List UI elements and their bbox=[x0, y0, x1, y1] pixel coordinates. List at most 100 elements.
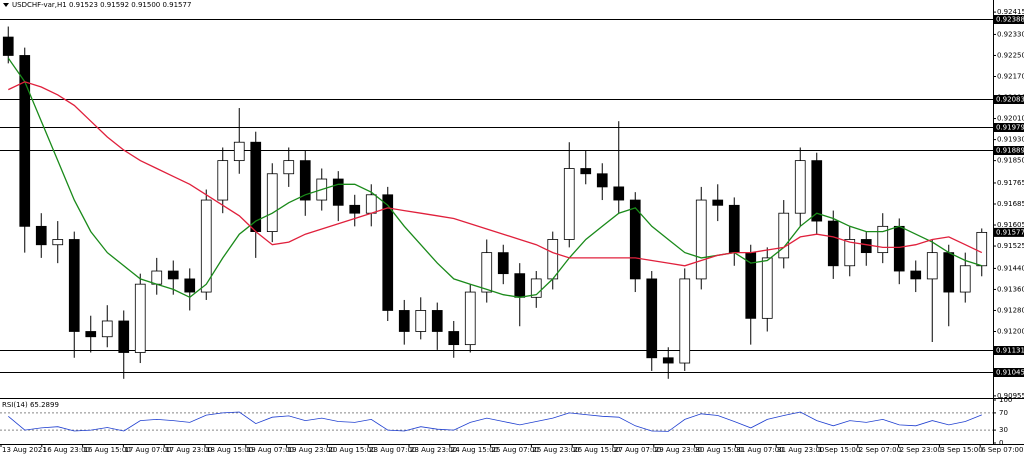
candle-body bbox=[167, 270, 179, 280]
candle-body bbox=[910, 270, 922, 280]
y-tick-label: 0.92170 bbox=[997, 72, 1024, 80]
x-tick-label: 2 Sep 07:00 bbox=[859, 446, 901, 454]
candle-body bbox=[233, 141, 245, 162]
candle-body bbox=[35, 225, 47, 246]
candle-body bbox=[448, 331, 460, 346]
candle-body bbox=[959, 265, 971, 293]
candle-body bbox=[827, 220, 839, 267]
y-tick-label: 0.92415 bbox=[997, 8, 1024, 16]
level-label: 0.91045 bbox=[996, 369, 1024, 377]
level-box bbox=[994, 146, 1024, 155]
candle-body bbox=[629, 199, 641, 280]
y-tick-label: 0.91605 bbox=[997, 221, 1024, 229]
candle-body bbox=[646, 278, 658, 359]
menu-arrow[interactable] bbox=[3, 3, 9, 7]
candle-body bbox=[101, 320, 113, 338]
candle-body bbox=[464, 291, 476, 346]
x-tick-label: 17 Aug 23:00 bbox=[165, 446, 212, 454]
y-tick-label: 0.91930 bbox=[997, 136, 1024, 144]
candle-body bbox=[580, 168, 592, 175]
candle-body bbox=[547, 239, 559, 280]
level-box bbox=[994, 346, 1024, 355]
candle-body bbox=[514, 273, 526, 298]
candle-body bbox=[85, 331, 97, 338]
candle-body bbox=[728, 204, 740, 254]
moving-average bbox=[7, 57, 982, 299]
y-tick-label: 0.91685 bbox=[997, 200, 1024, 208]
rsi-tick-label: 0 bbox=[999, 439, 1003, 447]
level-label: 0.91131 bbox=[996, 347, 1024, 355]
candle-body bbox=[431, 310, 443, 332]
x-tick-label: 29 Aug 23:00 bbox=[655, 446, 702, 454]
candle-body bbox=[662, 357, 674, 364]
level-box bbox=[994, 15, 1024, 24]
candle-body bbox=[860, 239, 872, 254]
y-tick-label: 0.91360 bbox=[997, 285, 1024, 293]
candle-body bbox=[844, 239, 856, 267]
level-box bbox=[994, 123, 1024, 132]
candle-body bbox=[530, 278, 542, 298]
candle-body bbox=[365, 194, 377, 214]
y-tick-label: 0.92330 bbox=[997, 30, 1024, 38]
x-tick-label: 19 Aug 23:00 bbox=[288, 446, 335, 454]
rsi-tick-label: 100 bbox=[999, 396, 1012, 404]
x-tick-label: 27 Aug 07:00 bbox=[614, 446, 661, 454]
candle-body bbox=[811, 160, 823, 222]
y-tick-label: 0.91200 bbox=[997, 327, 1024, 335]
rsi-line bbox=[8, 411, 982, 432]
x-tick-label: 23 Aug 23:00 bbox=[410, 446, 457, 454]
chart-title: USDCHF-var,H1 0.91523 0.91592 0.91500 0.… bbox=[12, 1, 191, 9]
x-tick-label: 17 Aug 07:00 bbox=[124, 446, 171, 454]
candle-body bbox=[52, 239, 64, 246]
candle-body bbox=[151, 270, 163, 285]
candle-body bbox=[415, 310, 427, 332]
candle-body bbox=[266, 173, 278, 232]
moving-average bbox=[8, 81, 983, 267]
candle-body bbox=[19, 55, 31, 227]
level-label: 0.92388 bbox=[996, 16, 1024, 24]
y-tick-label: 0.91765 bbox=[997, 179, 1024, 187]
candle-body bbox=[382, 194, 394, 311]
x-tick-label: 2 Sep 23:00 bbox=[900, 446, 942, 454]
y-tick-label: 0.91440 bbox=[997, 264, 1024, 272]
candle-body bbox=[118, 320, 130, 353]
price-box bbox=[994, 227, 1024, 237]
y-tick-label: 0.91525 bbox=[997, 242, 1024, 250]
candle-body bbox=[877, 225, 889, 254]
x-tick-label: 1 Sep 15:00 bbox=[818, 446, 860, 454]
candle-body bbox=[695, 199, 707, 280]
candle-body bbox=[497, 252, 509, 275]
x-tick-label: 19 Aug 07:00 bbox=[247, 446, 294, 454]
rsi-tick-label: 70 bbox=[999, 409, 1008, 417]
candle-body bbox=[778, 212, 790, 259]
candle-body bbox=[68, 239, 80, 332]
candle-body bbox=[943, 252, 955, 293]
x-tick-label: 6 Sep 07:00 bbox=[981, 446, 1023, 454]
y-tick-label: 0.91280 bbox=[997, 306, 1024, 314]
candle-body bbox=[200, 199, 212, 293]
y-tick-label: 0.92010 bbox=[997, 115, 1024, 123]
candle-body bbox=[893, 225, 905, 272]
x-tick-label: 31 Aug 23:00 bbox=[777, 446, 824, 454]
level-box bbox=[994, 368, 1024, 377]
level-label: 0.91889 bbox=[996, 147, 1024, 155]
candle-body bbox=[613, 186, 625, 201]
level-box bbox=[994, 95, 1024, 104]
x-tick-label: 18 Aug 15:00 bbox=[206, 446, 253, 454]
candle-body bbox=[134, 283, 146, 353]
candle-body bbox=[794, 160, 806, 214]
candle-body bbox=[332, 178, 344, 206]
candle-body bbox=[679, 278, 691, 364]
level-label: 0.92083 bbox=[996, 96, 1024, 104]
x-tick-label: 24 Aug 15:00 bbox=[451, 446, 498, 454]
x-tick-label: 25 Aug 23:00 bbox=[532, 446, 579, 454]
candle-body bbox=[761, 257, 773, 319]
candle-body bbox=[596, 173, 608, 188]
candle-body bbox=[398, 310, 410, 332]
x-tick-label: 16 Aug 15:00 bbox=[84, 446, 131, 454]
candle-body bbox=[976, 231, 988, 267]
y-tick-label: 0.90955 bbox=[997, 392, 1024, 400]
